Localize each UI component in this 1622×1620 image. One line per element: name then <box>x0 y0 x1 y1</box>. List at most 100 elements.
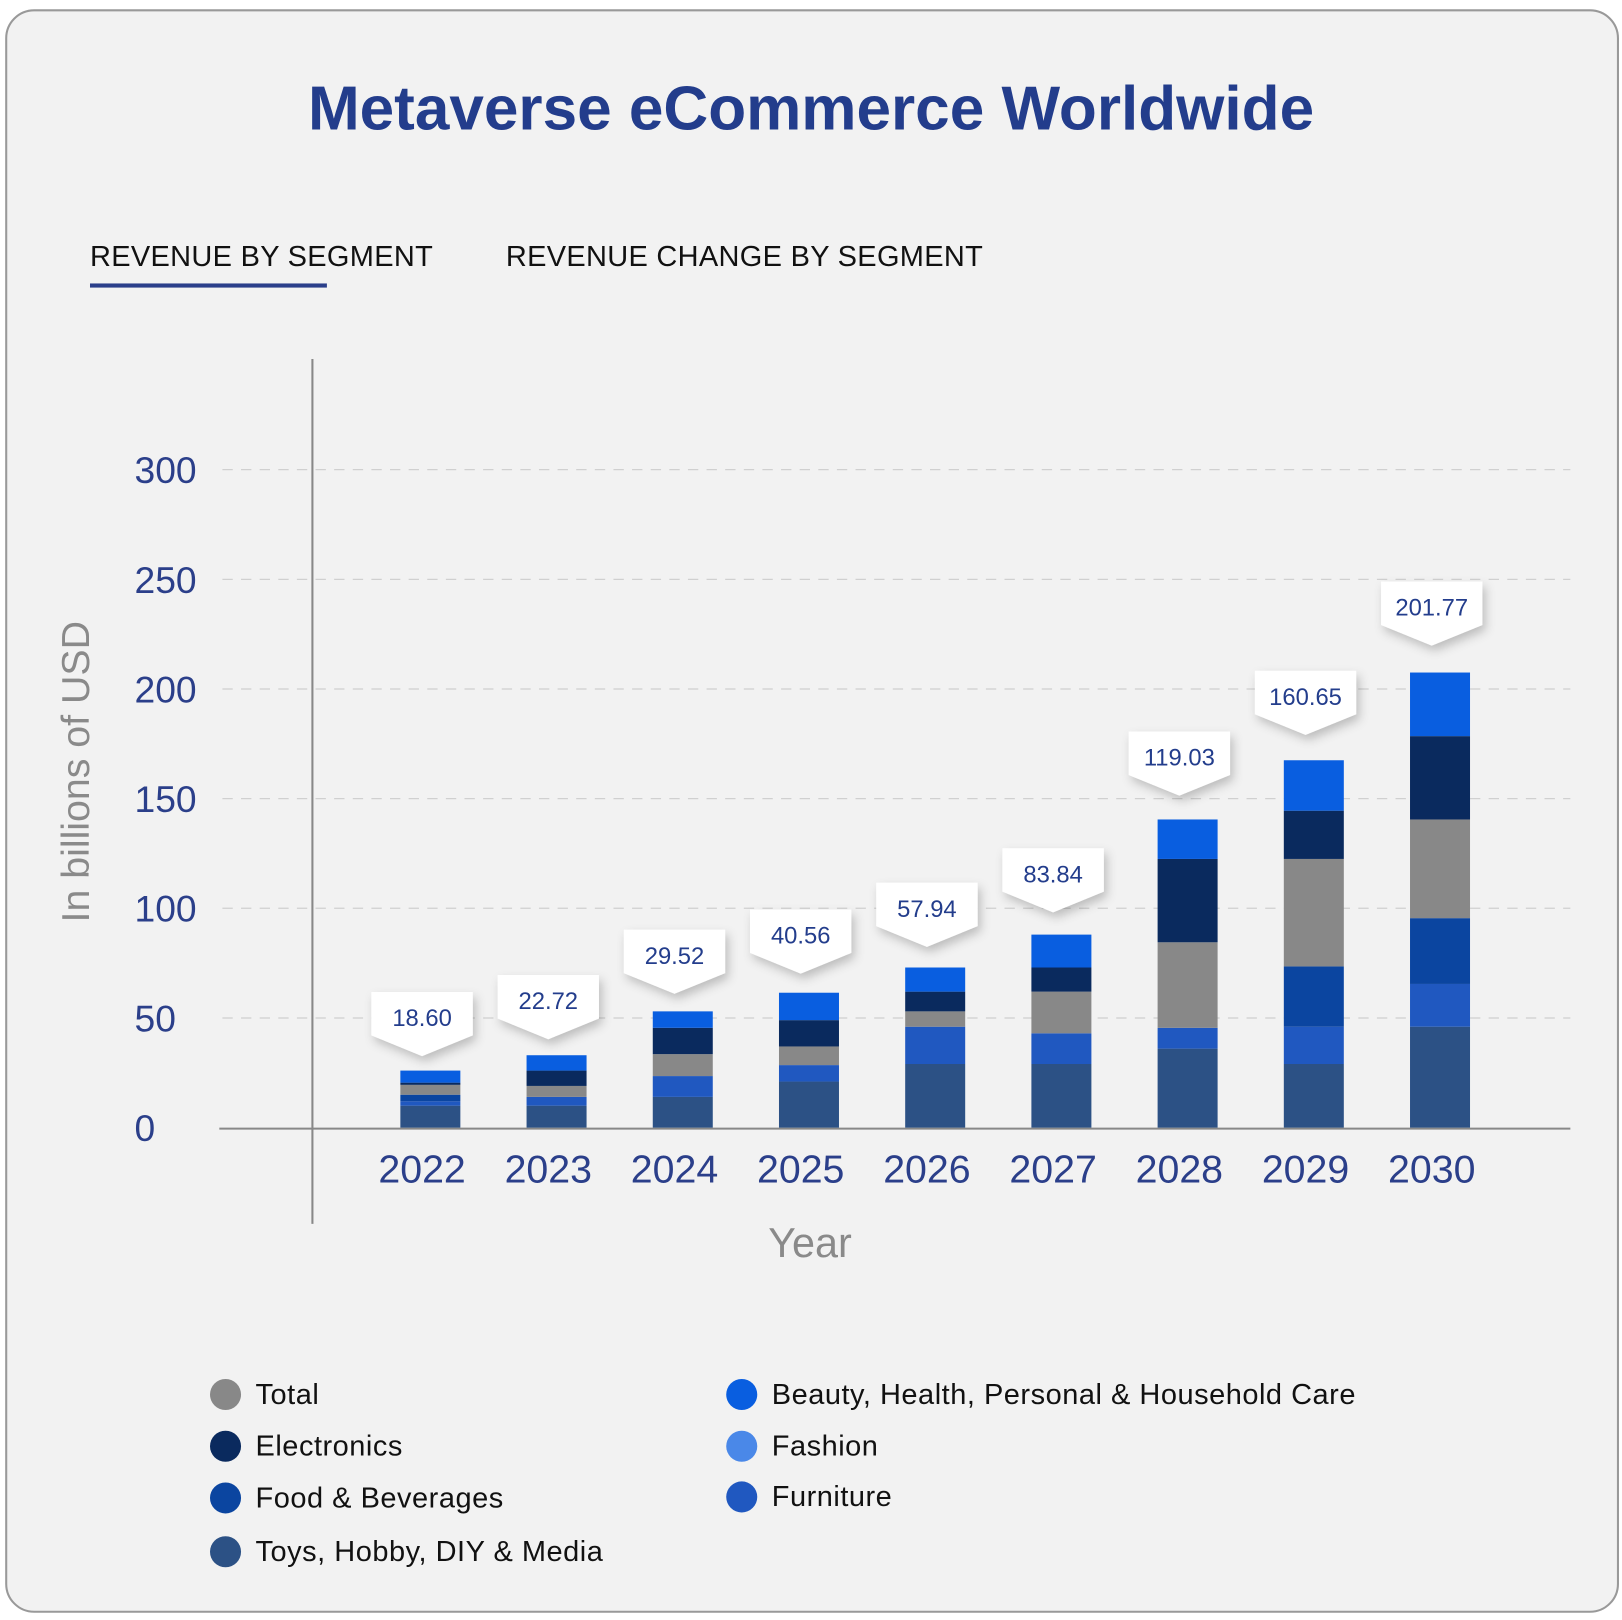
legend-label: Furniture <box>771 1480 893 1513</box>
bar-segment <box>526 1085 587 1097</box>
legend-swatch-icon <box>210 1378 242 1411</box>
data-label: 119.03 <box>1144 745 1215 772</box>
x-tick-label: 2025 <box>757 1147 844 1191</box>
data-label-callout <box>1381 581 1483 646</box>
data-label: 22.72 <box>519 988 579 1015</box>
active-tab-indicator <box>90 283 327 288</box>
data-label-callout <box>876 882 978 947</box>
legend-item[interactable]: Toys, Hobby, DIY & Media <box>210 1535 603 1568</box>
legend-swatch-icon <box>726 1378 758 1411</box>
legend-item[interactable]: Total <box>210 1378 319 1411</box>
bar-segment <box>652 1096 713 1128</box>
y-tick-label: 200 <box>134 668 196 710</box>
bar-segment <box>905 1064 966 1128</box>
x-tick-label: 2024 <box>631 1147 718 1191</box>
bar-segment <box>1410 672 1471 737</box>
bar-segment <box>1157 942 1218 1028</box>
bar-segment <box>778 1020 839 1047</box>
bar-segment <box>778 992 839 1021</box>
y-axis-title: In billions of USD <box>54 621 98 922</box>
bar-segment <box>1410 983 1471 1027</box>
bar-segment <box>526 1096 587 1106</box>
bar-segment <box>1031 1033 1092 1065</box>
legend-label: Food & Beverages <box>255 1481 504 1514</box>
data-label: 201.77 <box>1395 595 1468 622</box>
chart-title: Metaverse eCommerce Worldwide <box>307 73 1315 143</box>
x-tick-label: 2027 <box>1009 1147 1096 1191</box>
bar-segment <box>1157 819 1218 859</box>
bar-segment <box>1157 1027 1218 1049</box>
x-tick-label: 2026 <box>883 1147 970 1191</box>
x-tick-label: 2030 <box>1388 1147 1475 1191</box>
y-tick-label: 50 <box>134 997 175 1039</box>
x-tick-label: 2028 <box>1136 1147 1223 1191</box>
tab-revenue-by-segment[interactable]: REVENUE BY SEGMENT <box>90 240 434 273</box>
data-label-callout <box>1002 848 1104 913</box>
bar-segment <box>1283 1064 1344 1128</box>
data-label: 18.60 <box>392 1005 452 1032</box>
bar-segment <box>1283 1026 1344 1065</box>
legend-item[interactable]: Fashion <box>726 1430 878 1463</box>
legend-label: Fashion <box>771 1429 879 1462</box>
y-tick-label: 250 <box>134 559 196 601</box>
legend-label: Toys, Hobby, DIY & Media <box>255 1535 604 1568</box>
tab-revenue-change-by-segment[interactable]: REVENUE CHANGE BY SEGMENT <box>505 240 984 273</box>
data-label: 40.56 <box>771 923 831 950</box>
legend-item[interactable]: Food & Beverages <box>210 1481 504 1514</box>
bar-segment <box>778 1046 839 1066</box>
bar-segment <box>400 1084 461 1095</box>
y-tick-label: 300 <box>134 449 196 491</box>
legend-label: Total <box>255 1377 320 1411</box>
x-tick-label: 2029 <box>1262 1147 1349 1191</box>
bar-segment <box>1157 1048 1218 1128</box>
legend-swatch-icon <box>210 1482 242 1514</box>
bar-segment <box>1283 966 1344 1027</box>
bar-segment <box>1283 858 1344 967</box>
data-label: 29.52 <box>645 943 705 970</box>
bar-segment <box>1031 934 1092 968</box>
bar-segment <box>1283 760 1344 811</box>
data-label: 57.94 <box>897 896 957 923</box>
bar-segment <box>1031 991 1092 1034</box>
legend-item[interactable]: Beauty, Health, Personal & Household Car… <box>726 1378 1356 1411</box>
legend-swatch-icon <box>210 1430 242 1462</box>
x-tick-label: 2023 <box>505 1147 592 1191</box>
bar-segment <box>400 1070 461 1083</box>
x-axis-title: Year <box>768 1220 852 1266</box>
bar-segment <box>1157 858 1218 943</box>
bar-segment <box>400 1094 461 1102</box>
bar-segment <box>652 1011 713 1028</box>
bar-segment <box>526 1070 587 1086</box>
y-tick-label: 150 <box>134 778 196 820</box>
bar-segment <box>778 1065 839 1082</box>
bar-segment <box>652 1054 713 1077</box>
legend-label: Beauty, Health, Personal & Household Car… <box>771 1377 1356 1411</box>
legend-swatch-icon <box>726 1481 758 1513</box>
bar-segment <box>526 1055 587 1071</box>
data-label: 160.65 <box>1269 684 1342 711</box>
data-label-callout <box>1128 731 1231 796</box>
bar-segment <box>1410 819 1471 919</box>
bar-segment <box>400 1101 461 1106</box>
bar-segment <box>1031 1064 1092 1128</box>
data-label: 83.84 <box>1023 861 1083 888</box>
data-label-callout <box>623 929 726 994</box>
data-label-callout <box>497 975 599 1040</box>
bar-segment <box>905 1026 966 1065</box>
data-label-callout <box>1254 670 1357 735</box>
chart-card <box>5 9 1619 1613</box>
y-tick-label: 100 <box>134 888 196 930</box>
bar-segment <box>652 1027 713 1055</box>
bar-segment <box>526 1105 587 1128</box>
legend-swatch-icon <box>210 1536 242 1568</box>
legend-item[interactable]: Furniture <box>726 1480 892 1513</box>
legend-swatch-icon <box>726 1430 758 1462</box>
bar-segment <box>400 1105 461 1128</box>
bar-segment <box>400 1082 461 1085</box>
bar-segment <box>1283 810 1344 859</box>
data-label-callout <box>750 909 852 974</box>
legend-item[interactable]: Electronics <box>210 1430 403 1463</box>
bar-segment <box>1410 1026 1471 1128</box>
data-label-callout <box>371 991 473 1057</box>
